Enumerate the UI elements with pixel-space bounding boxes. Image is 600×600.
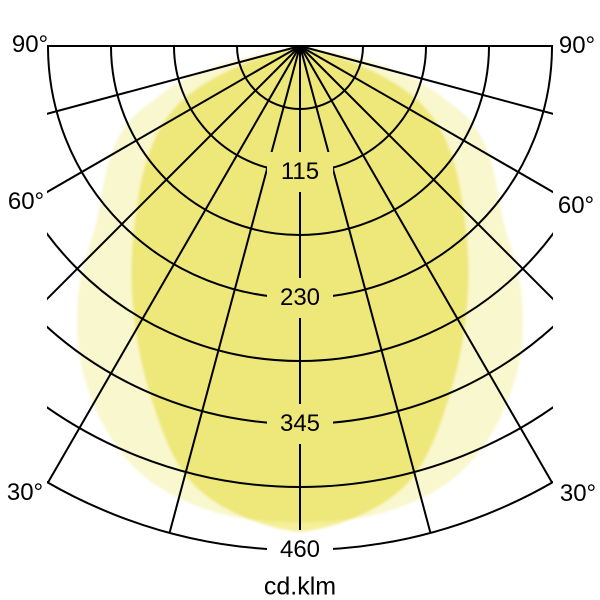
angle-label-right-30: 30°	[559, 480, 597, 507]
grid-ray	[299, 45, 553, 301]
grid-ray	[299, 45, 432, 534]
grid-ray	[47, 45, 301, 483]
angle-label-left-30: 30°	[6, 479, 44, 506]
ring-label-115: 115	[280, 158, 320, 185]
ring-label-230: 230	[279, 284, 321, 311]
angle-label-left-60: 60°	[7, 188, 45, 215]
ring-label-345: 345	[279, 410, 321, 438]
angle-label-right-90: 90°	[558, 32, 596, 59]
grid-ray	[299, 45, 553, 483]
unit-label: cd.klm	[263, 572, 337, 600]
angle-label-left-90: 90°	[11, 31, 49, 58]
angle-label-right-60: 60°	[557, 192, 595, 219]
grid-ray	[299, 45, 553, 115]
grid-ray	[47, 45, 301, 115]
ring-label-460: 460	[279, 536, 321, 564]
grid-ray	[299, 45, 553, 194]
grid-ray	[47, 45, 301, 301]
grid-ray	[47, 45, 301, 194]
grid-ray	[168, 45, 301, 534]
